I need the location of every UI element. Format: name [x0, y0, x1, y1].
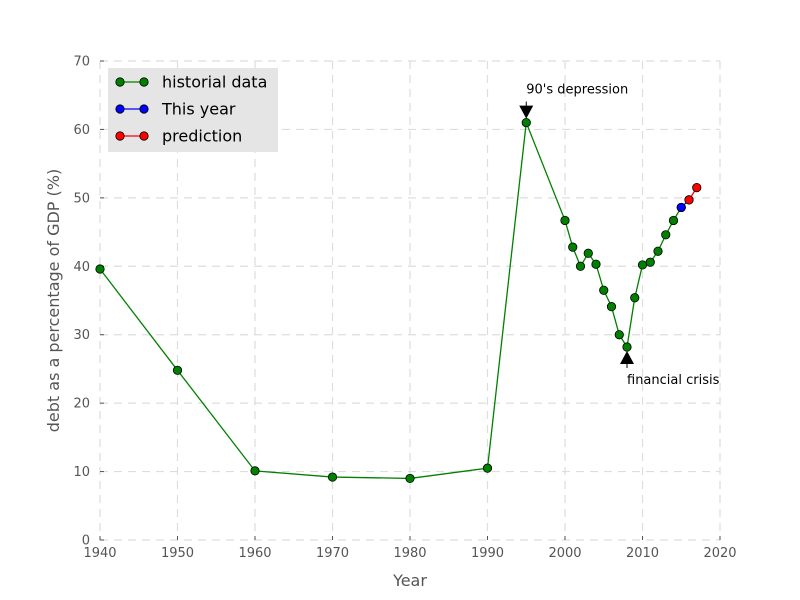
- legend-entry: historial data: [115, 73, 267, 92]
- legend-marker: [139, 77, 149, 87]
- legend-label: historial data: [162, 73, 267, 92]
- annotation-label: financial crisis: [627, 373, 720, 388]
- data-point: [599, 285, 609, 295]
- series-layer: [95, 117, 702, 484]
- legend-label: prediction: [162, 127, 242, 146]
- data-point: [560, 215, 570, 226]
- x-tick-label: 1990: [471, 546, 504, 561]
- annotation-arrow: [620, 351, 634, 365]
- y-tick-label: 60: [73, 123, 90, 138]
- legend-label: This year: [161, 100, 236, 119]
- data-point: [591, 259, 601, 269]
- data-point: [583, 248, 593, 258]
- data-point: [575, 261, 586, 271]
- data-point: [661, 230, 671, 240]
- legend-marker: [139, 131, 149, 141]
- legend-entry: This year: [115, 100, 236, 119]
- y-axis-label: debt as a percentage of GDP (%): [44, 169, 63, 432]
- data-point: [622, 342, 632, 352]
- data-point: [482, 463, 493, 473]
- x-tick-label: 1970: [316, 546, 349, 561]
- x-axis-label: Year: [392, 571, 427, 590]
- y-tick-label: 20: [73, 397, 90, 412]
- y-tick-label: 40: [73, 260, 90, 275]
- data-point: [614, 330, 624, 340]
- y-tick-label: 70: [73, 55, 90, 70]
- x-tick-label: 2000: [548, 546, 581, 561]
- x-tick-label: 2010: [626, 546, 659, 561]
- data-point: [637, 260, 648, 270]
- data-point: [668, 215, 679, 226]
- data-point: [630, 293, 640, 303]
- data-point: [645, 257, 655, 267]
- series-line: [99, 122, 682, 480]
- data-point: [568, 242, 578, 252]
- y-tick-label: 10: [73, 465, 90, 480]
- data-point: [521, 117, 531, 128]
- series-0: [95, 117, 686, 484]
- legend-marker: [139, 104, 149, 114]
- data-point: [606, 302, 617, 312]
- x-tick-label: 1980: [393, 546, 426, 561]
- annotation-arrow: [519, 105, 534, 119]
- data-point: [327, 472, 338, 482]
- data-point: [405, 473, 415, 484]
- data-point: [676, 202, 686, 213]
- legend: historial data This year prediction: [108, 68, 278, 152]
- legend-marker: [115, 104, 125, 114]
- x-tick-label: 1960: [238, 546, 271, 561]
- legend-marker: [115, 77, 125, 87]
- data-point: [653, 246, 663, 256]
- data-point: [684, 195, 694, 205]
- data-point: [692, 182, 702, 193]
- annotations: 90's depression financial crisis: [519, 83, 720, 388]
- annotation-label: 90's depression: [526, 83, 628, 98]
- axis-ticks: 1940 1950 1960 1970 1980 1990 2000 2010 2020 0 10 2…: [73, 55, 736, 562]
- series-2: [684, 182, 702, 205]
- data-point: [172, 365, 183, 375]
- y-tick-label: 0: [82, 534, 90, 549]
- data-point: [250, 466, 260, 476]
- y-tick-label: 50: [73, 191, 90, 206]
- y-tick-label: 30: [73, 328, 90, 343]
- legend-marker: [115, 131, 125, 141]
- x-tick-label: 2020: [703, 546, 736, 561]
- x-tick-label: 1940: [83, 546, 116, 561]
- data-point: [95, 264, 105, 274]
- legend-entry: prediction: [115, 127, 242, 146]
- x-tick-label: 1950: [161, 546, 194, 561]
